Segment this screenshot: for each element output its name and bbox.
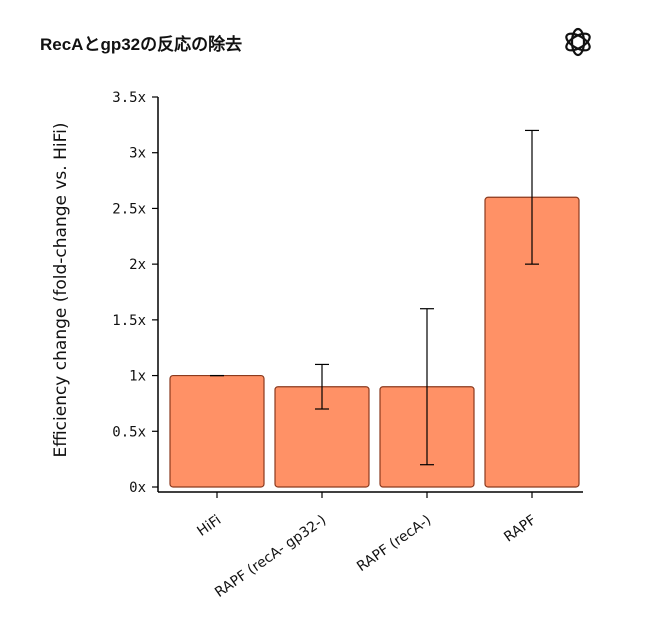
y-tick-label: 2.5x — [112, 201, 146, 217]
x-tick-label: HiFi — [194, 512, 224, 540]
y-tick-label: 1x — [129, 369, 146, 385]
y-tick-label: 1.5x — [112, 313, 146, 329]
y-tick-label: 0x — [129, 480, 146, 496]
x-tick-label: RAPF (recA- gp32-) — [212, 512, 329, 601]
x-tick-label: RAPF (recA-) — [354, 512, 434, 575]
y-tick-label: 0.5x — [112, 424, 146, 440]
bar — [169, 374, 265, 488]
x-tick-label: RAPF — [501, 512, 539, 545]
openai-logo-icon — [565, 27, 591, 57]
y-axis-label: Efficiency change (fold-change vs. HiFi) — [51, 122, 71, 457]
y-tick-label: 3x — [129, 146, 146, 162]
y-tick-label: 3.5x — [112, 90, 146, 106]
y-tick-label: 2x — [129, 257, 146, 273]
chart-title: RecAとgp32の反応の除去 — [40, 35, 243, 54]
